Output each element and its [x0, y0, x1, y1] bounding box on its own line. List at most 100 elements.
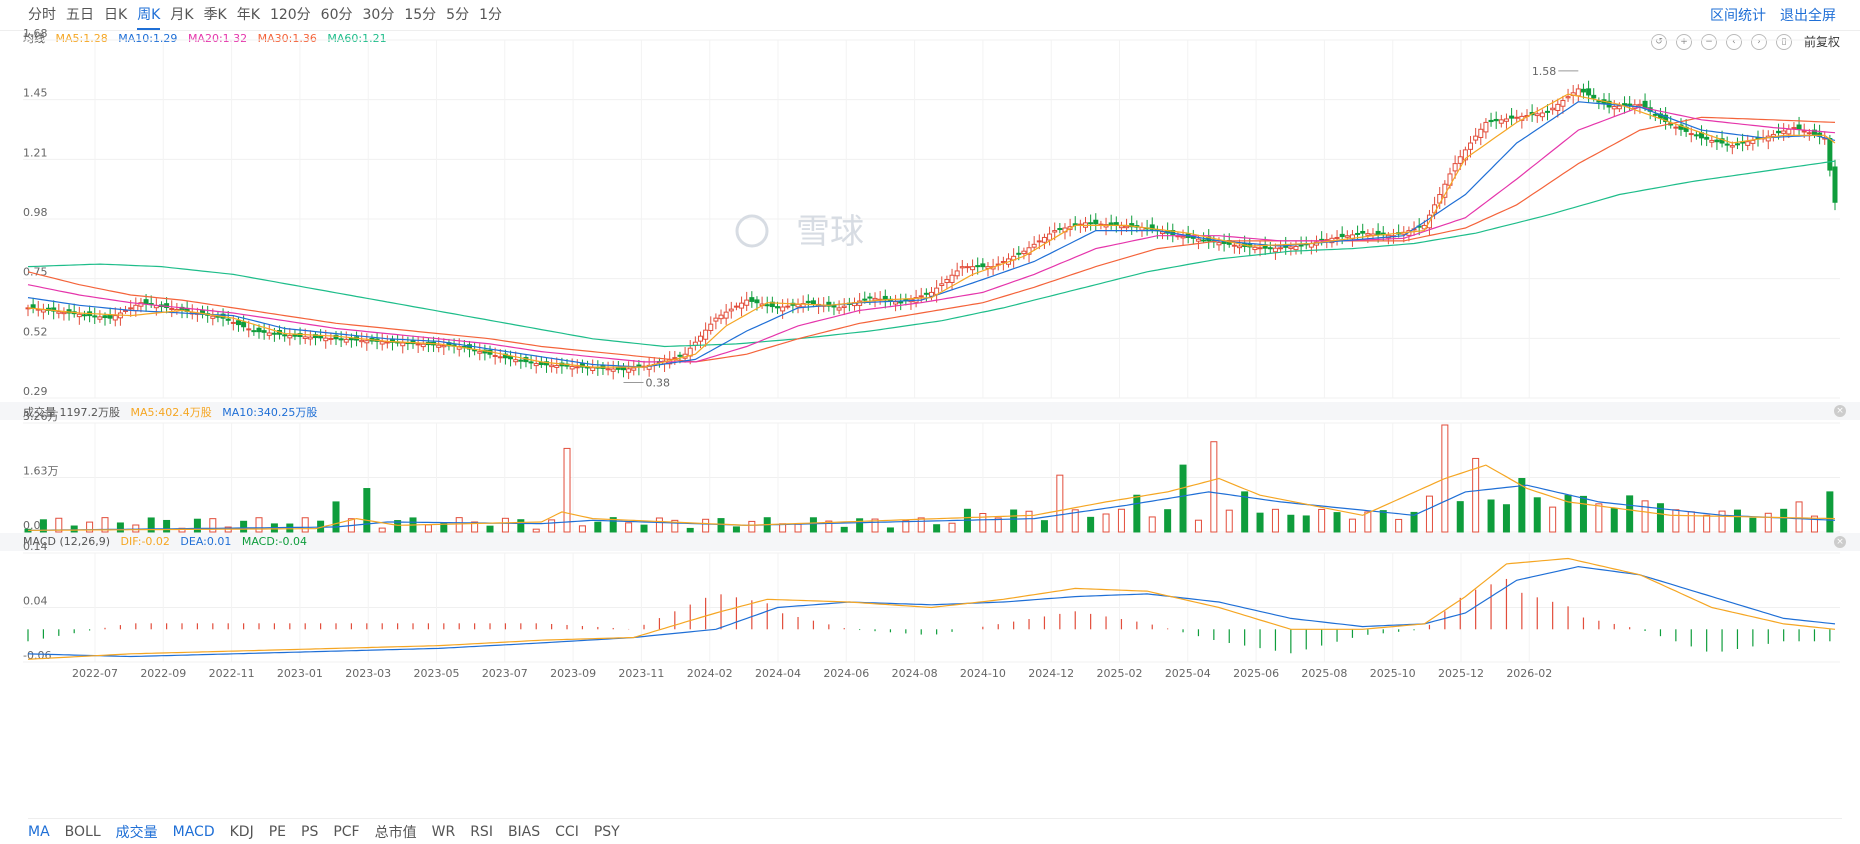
period-tab-6[interactable]: 年K	[236, 7, 260, 23]
volume-bar	[301, 517, 309, 533]
candle-body	[271, 332, 277, 335]
min-price-label: 0.38	[645, 377, 670, 390]
candle-body	[102, 315, 108, 319]
indicator-tab-8[interactable]: 总市值	[374, 824, 417, 841]
volume-header-band: 成交量 1197.2万股 MA5:402.4万股 MA10:340.25万股 ×	[0, 402, 1860, 420]
close-volume-icon[interactable]: ×	[1834, 405, 1846, 417]
indicator-tab-0[interactable]: MA	[28, 823, 50, 840]
ma60-value: MA60:1.21	[327, 32, 387, 45]
indicator-tab-1[interactable]: BOLL	[64, 823, 101, 840]
indicator-tab-5[interactable]: PE	[268, 823, 286, 840]
period-tab-3[interactable]: 周K	[137, 0, 161, 30]
period-tab-2[interactable]: 日K	[104, 7, 128, 23]
volume-bar	[979, 513, 987, 533]
candle-body	[1375, 230, 1381, 235]
candle-body	[1488, 119, 1494, 123]
period-tab-12[interactable]: 1分	[479, 7, 502, 23]
candle-body	[112, 315, 118, 321]
volume-bar	[1795, 501, 1803, 533]
volume-bar	[994, 517, 1002, 533]
candle-body	[256, 327, 262, 333]
indicator-tab-12[interactable]: CCI	[555, 823, 579, 840]
volume-bar	[1502, 504, 1510, 533]
volume-bar	[1179, 464, 1187, 533]
volume-bar	[116, 522, 124, 533]
candle-body	[1000, 260, 1006, 263]
candle-body	[400, 342, 406, 347]
candle-body	[959, 266, 965, 269]
indicator-tab-3[interactable]: MACD	[172, 823, 215, 840]
volume-bar	[732, 526, 740, 533]
zoom-out-icon[interactable]: −	[1700, 33, 1717, 50]
volume-bar	[948, 522, 956, 533]
indicator-tab-11[interactable]: BIAS	[507, 823, 541, 840]
candle-body	[749, 297, 755, 302]
volume-bar	[917, 517, 925, 533]
candle-body	[1021, 250, 1027, 255]
volume-bar	[1210, 441, 1218, 533]
candle-body	[1765, 135, 1771, 142]
candle-body	[831, 305, 837, 308]
candle-body	[1365, 233, 1371, 236]
close-macd-icon[interactable]: ×	[1834, 536, 1846, 548]
candle-body	[810, 300, 816, 305]
period-tab-0[interactable]: 分时	[28, 7, 56, 23]
candle-body	[898, 301, 904, 304]
period-tabs: 分时 五日 日K 周K 月K 季K 年K 120分 60分 30分 15分 5分 1分	[28, 0, 512, 30]
candle-body	[282, 334, 288, 337]
volume-bar	[1379, 510, 1387, 533]
volume-bar	[717, 518, 725, 533]
indicator-tab-2[interactable]: 成交量	[115, 824, 158, 841]
period-tab-8[interactable]: 60分	[320, 7, 353, 23]
candle-body	[805, 300, 811, 304]
indicator-tab-4[interactable]: KDJ	[229, 823, 254, 840]
price-tick-label: 1.68	[23, 27, 48, 40]
candle-body	[1108, 222, 1114, 226]
candle-body	[836, 307, 842, 311]
indicator-tab-9[interactable]: WR	[431, 823, 456, 840]
period-tab-10[interactable]: 15分	[404, 7, 437, 23]
period-tab-5[interactable]: 季K	[203, 7, 227, 23]
ma20-line	[27, 106, 1836, 363]
scroll-right-icon[interactable]: ›	[1750, 33, 1767, 50]
candle-body	[1057, 228, 1063, 231]
period-tab-1[interactable]: 五日	[66, 7, 94, 23]
volume-bar	[1487, 499, 1495, 533]
interval-stats-button[interactable]: 区间统计	[1710, 8, 1766, 24]
candle-body	[1729, 145, 1735, 148]
period-tab-9[interactable]: 30分	[362, 7, 395, 23]
candle-body	[1663, 114, 1669, 123]
period-tab-11[interactable]: 5分	[446, 7, 470, 23]
candle-body	[1580, 88, 1586, 93]
indicator-tab-13[interactable]: PSY	[593, 823, 620, 840]
indicator-tab-6[interactable]: PS	[301, 823, 319, 840]
period-tab-7[interactable]: 120分	[269, 7, 311, 23]
ma5-line	[27, 93, 1836, 368]
adjust-dropdown[interactable]: 前复权	[1803, 35, 1840, 49]
volume-bar	[86, 521, 94, 533]
exit-fullscreen-button[interactable]: 退出全屏	[1780, 8, 1836, 24]
candle-body	[343, 338, 349, 343]
volume-bar	[655, 517, 663, 533]
volume-bar	[578, 525, 586, 533]
x-tick-label: 2023-11	[618, 667, 664, 680]
candle-body	[1734, 143, 1740, 146]
candle-body	[415, 343, 421, 346]
candle-style-icon[interactable]: ▯	[1775, 33, 1792, 50]
period-tab-4[interactable]: 月K	[170, 7, 194, 23]
zoom-in-icon[interactable]: +	[1675, 33, 1692, 50]
candle-body	[328, 337, 334, 340]
watermark-logo-icon	[735, 214, 769, 248]
volume-bar	[1348, 518, 1356, 533]
indicator-tab-10[interactable]: RSI	[470, 823, 493, 840]
volume-bar	[1287, 514, 1295, 533]
ma30-line	[27, 116, 1836, 363]
scroll-left-icon[interactable]: ‹	[1725, 33, 1742, 50]
undo-icon[interactable]: ↺	[1650, 33, 1667, 50]
indicator-tab-7[interactable]: PCF	[333, 823, 360, 840]
volume-bar	[332, 501, 340, 533]
x-tick-label: 2024-04	[755, 667, 801, 680]
candle-body	[323, 337, 329, 342]
watermark-text: 雪球	[796, 212, 864, 252]
